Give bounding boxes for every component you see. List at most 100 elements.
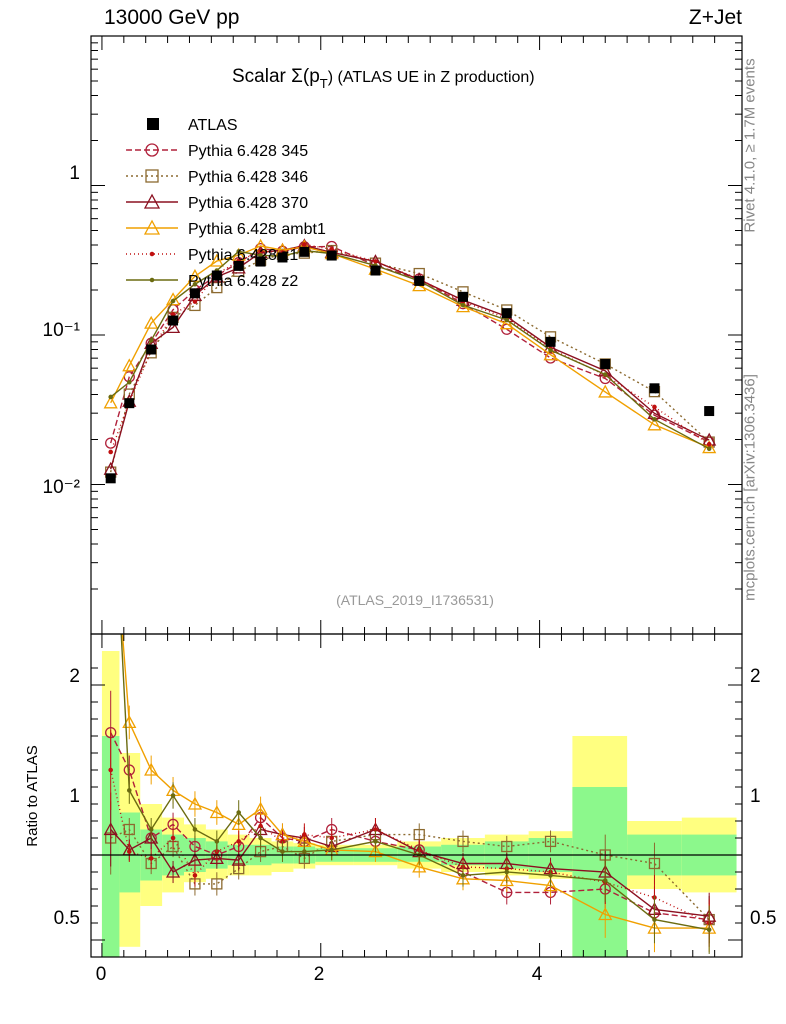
ratio-point-5 (170, 793, 176, 798)
x-tick-label: 2 (314, 964, 325, 985)
data-point (600, 358, 611, 369)
series-point-4 (706, 441, 712, 447)
ratio-point-4 (170, 835, 176, 841)
legend-entry: ATLAS (147, 117, 238, 134)
series-point-4 (373, 259, 378, 264)
legend-entry: Pythia 6.428 370 (126, 193, 308, 212)
chart-title-sub: T (320, 76, 328, 91)
series-point-3 (122, 358, 137, 372)
ratio-point-5 (109, 428, 113, 432)
ratio-point-5 (548, 873, 553, 878)
main-y-tick-label: 10⁻¹ (43, 320, 81, 341)
ratio-panel-series (103, 428, 717, 954)
data-point (189, 288, 200, 299)
series-point-4 (652, 404, 657, 410)
ratio-point-5 (192, 827, 198, 832)
ratio-point-3 (543, 878, 558, 892)
series-point-3 (499, 316, 514, 330)
data-points (105, 246, 715, 484)
series-point-5 (148, 338, 154, 343)
process-label: 13000 GeV pp (104, 6, 240, 29)
x-tick-label: 0 (96, 964, 107, 985)
ratio-point-2 (165, 864, 181, 878)
series-point-3 (144, 315, 159, 329)
ratio-point-3 (187, 796, 203, 810)
ratio-point-3 (253, 801, 268, 815)
legend-entry: Pythia 6.428 ambt1 (126, 219, 326, 238)
legend-label: Pythia 6.428 z2 (188, 273, 298, 290)
series-point-4 (302, 242, 307, 247)
ratio-point-5 (236, 810, 242, 815)
ratio-point-3 (499, 873, 514, 887)
x-tick-label: 4 (532, 964, 543, 985)
data-point (414, 275, 425, 286)
series-point-5 (652, 417, 657, 422)
ratio-point-5 (148, 827, 154, 832)
series-point-5 (548, 347, 553, 353)
ratio-point-1 (648, 857, 661, 870)
legend-label: Pythia 6.428 345 (188, 143, 308, 160)
data-point (277, 252, 288, 263)
data-point (458, 291, 468, 302)
ratio-y-tick-label-right: 1 (750, 786, 761, 807)
series-point-3 (543, 347, 558, 361)
ratio-point-3 (209, 805, 224, 819)
axis-ticks (91, 36, 742, 957)
ratio-point-5 (602, 878, 608, 883)
ratio-point-2 (231, 852, 246, 866)
series-point-3 (103, 395, 118, 409)
legend-label: Pythia 6.428 370 (188, 195, 308, 212)
series-point-3 (647, 417, 662, 431)
ratio-point-1 (501, 840, 513, 853)
series-point-5 (236, 249, 242, 254)
legend-marker (149, 251, 155, 257)
data-point (501, 308, 512, 319)
legend-marker (145, 143, 159, 157)
series-point-5 (170, 298, 176, 304)
legend-swatch (147, 118, 159, 130)
ratio-point-4 (126, 849, 132, 854)
series-point-0 (105, 437, 117, 449)
series-point-5 (460, 302, 466, 308)
ratio-point-5 (302, 849, 307, 854)
ratio-point-3 (412, 859, 427, 873)
data-point (545, 336, 556, 347)
series-point-5 (192, 281, 198, 287)
ratio-point-1 (544, 835, 557, 848)
ratio-point-5 (706, 927, 712, 933)
data-point (124, 398, 135, 409)
ratio-y-tick-label: 0.5 (54, 908, 80, 929)
chart-title: Scalar Σ(pT) (ATLAS UE in Z production) (232, 66, 535, 91)
ratio-frame (90, 633, 743, 958)
data-point (255, 256, 266, 267)
legend-marker (143, 219, 161, 235)
ratio-point-4 (329, 835, 335, 841)
data-point (105, 473, 116, 484)
ratio-point-5 (329, 847, 335, 853)
ratio-point-5 (280, 849, 285, 854)
ratio-point-4 (192, 873, 198, 878)
ratio-point-4 (302, 832, 307, 837)
ratio-point-3 (231, 817, 246, 831)
chart-title-main: Scalar Σ(p (232, 66, 320, 87)
data-point (146, 344, 157, 355)
ratio-uncertainty-bands (101, 651, 737, 957)
ratio-point-4 (236, 839, 242, 844)
ratio-y-axis-label: Ratio to ATLAS (24, 745, 41, 846)
legend-entry: Pythia 6.428 346 (126, 169, 308, 186)
series-point-5 (706, 446, 712, 451)
legend-marker (143, 193, 161, 209)
legend-label: ATLAS (188, 117, 238, 134)
ratio-point-2 (103, 822, 118, 836)
ratio-y-tick-label-right: 2 (750, 666, 761, 687)
ratio-point-0 (123, 764, 135, 776)
series-point-5 (126, 379, 132, 385)
ratio-point-3 (144, 762, 159, 776)
data-point (299, 246, 310, 257)
ratio-point-5 (258, 835, 263, 841)
legend-label: Pythia 6.428 346 (188, 169, 308, 186)
ratio-y-tick-label-right: 0.5 (750, 908, 776, 929)
data-point (704, 406, 715, 417)
legend-entry: Pythia 6.428 345 (126, 143, 308, 160)
data-point (211, 270, 222, 281)
